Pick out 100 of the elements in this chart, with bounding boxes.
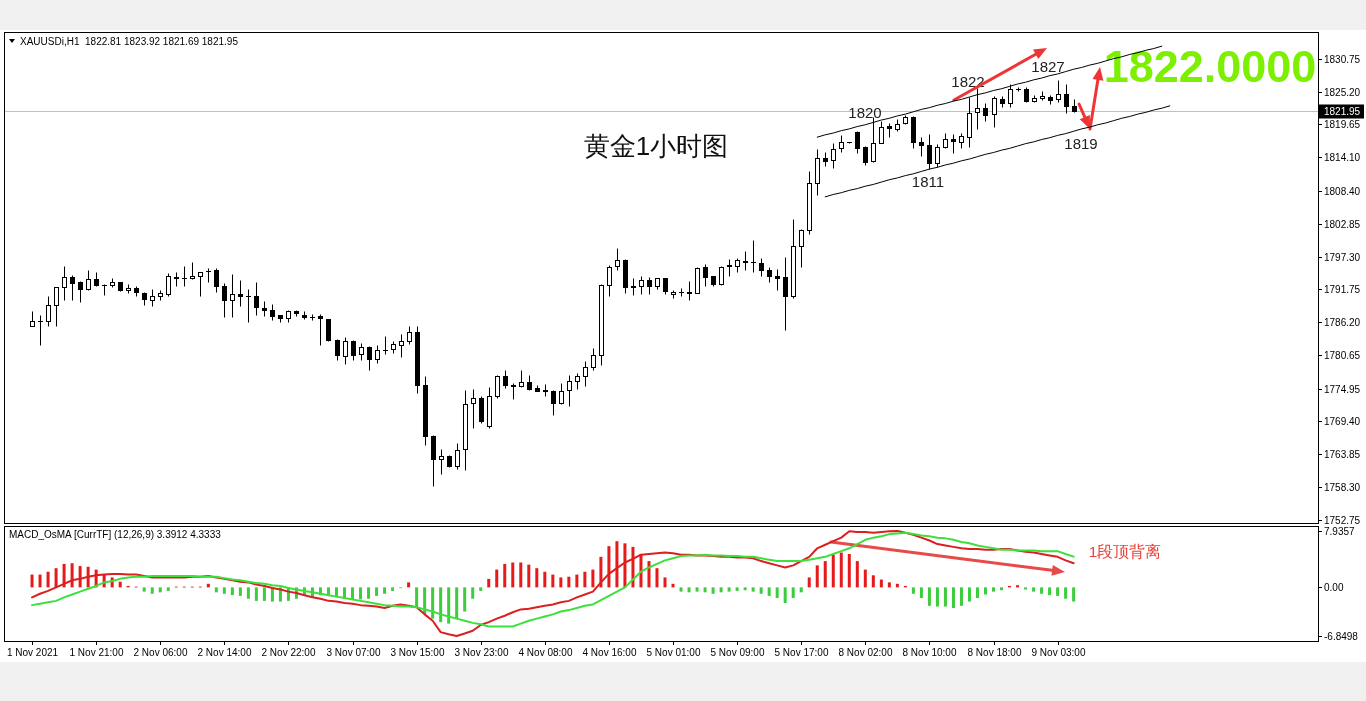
bar [246,587,250,599]
bar [254,587,258,601]
bar [479,587,483,591]
bar [799,587,803,593]
bar [967,587,971,602]
bar [238,587,242,596]
bar [607,546,611,588]
y-tick-label: 1825.20 [1324,87,1361,98]
y-tick-label: 1752.75 [1324,515,1361,526]
bar [911,587,915,594]
bar [222,587,226,594]
bar [383,587,387,594]
bar [262,587,266,601]
bar [367,587,371,599]
bar [775,587,779,599]
bar [551,574,555,588]
y-tick-label: 1763.85 [1324,449,1361,460]
bar [927,587,931,606]
bar [46,571,50,588]
x-tick-label: 3 Nov 15:00 [390,646,445,658]
bar [735,587,739,591]
bar [1000,587,1004,591]
bar [543,571,547,588]
y-tick-label: 1819.65 [1324,119,1361,130]
bar [535,568,539,588]
chart-title: MACD_OsMA [CurrTF] (12,26,9) 3.3912 4.3333 [9,528,222,540]
bar [951,587,955,608]
bar [679,587,683,592]
bar [1016,585,1020,588]
bar [831,554,835,588]
bar [727,587,731,592]
y-tick-label: 1830.75 [1324,54,1361,65]
bar [391,587,395,591]
x-tick-label: 8 Nov 02:00 [838,646,893,658]
bar [919,587,923,599]
bar [839,552,843,588]
bar [807,577,811,588]
annotation: 1822.0000 [1103,40,1317,92]
bar [495,569,499,588]
bar [711,587,715,594]
bar [783,587,787,603]
bar [879,579,883,588]
x-tick-label: 1 Nov 2021 [6,646,59,658]
x-tick-label: 1 Nov 21:00 [69,646,124,658]
bar [583,571,587,588]
bar [791,587,795,599]
bar [1048,587,1052,596]
bar [655,568,659,588]
bar [54,568,58,588]
bar [815,565,819,588]
bar [559,577,563,588]
bar [975,587,979,599]
bar [935,587,939,607]
y-tick-label: 1802.85 [1324,219,1361,230]
annotation: 黄金1小时图 [583,131,729,161]
bar [1056,587,1060,596]
bar [471,587,475,599]
bar [230,587,234,596]
bar [70,563,74,588]
annotation: 1811 [911,172,945,190]
y-tick-label: 1814.10 [1324,152,1361,163]
bar [751,587,755,592]
bar [1072,587,1076,602]
bar [487,578,491,588]
bar [1024,587,1028,590]
bar [142,587,146,592]
y-tick-label: 1769.40 [1324,416,1361,427]
bar [511,562,515,588]
chart-title: XAUUSDi,H1 1822.81 1823.92 1821.69 1821.95 [20,35,239,47]
bar [863,569,867,588]
bar [591,569,595,588]
x-tick-label: 2 Nov 06:00 [133,646,188,658]
ref-line-label: 1821.95 [1324,106,1361,117]
bar [575,574,579,588]
y-tick-label: 1808.40 [1324,186,1361,197]
bar [455,587,459,620]
bar [703,587,707,593]
bar [623,543,627,588]
bar [503,563,507,588]
bar [959,587,963,606]
y-tick-label: 7.9357 [1324,526,1356,537]
x-tick-label: 3 Nov 07:00 [326,646,381,658]
bar [823,561,827,588]
y-tick-label: 1797.30 [1324,252,1361,263]
y-tick-label: 0.00 [1324,582,1344,593]
annotation: 1822 [951,72,985,90]
x-tick-label: 9 Nov 03:00 [1031,646,1086,658]
bar [871,575,875,588]
bar [62,563,66,588]
x-tick-label: 8 Nov 18:00 [967,646,1022,658]
y-tick-label: 1758.30 [1324,482,1361,493]
bar [743,587,747,591]
bar [687,587,691,593]
bar [158,587,162,593]
bar [719,587,723,593]
bar [567,576,571,588]
bar [695,587,699,592]
annotation: 1819 [1064,134,1098,152]
y-tick-label: 1780.65 [1324,350,1361,361]
bar [30,574,34,588]
